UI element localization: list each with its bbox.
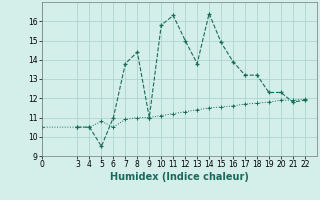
X-axis label: Humidex (Indice chaleur): Humidex (Indice chaleur) <box>110 172 249 182</box>
